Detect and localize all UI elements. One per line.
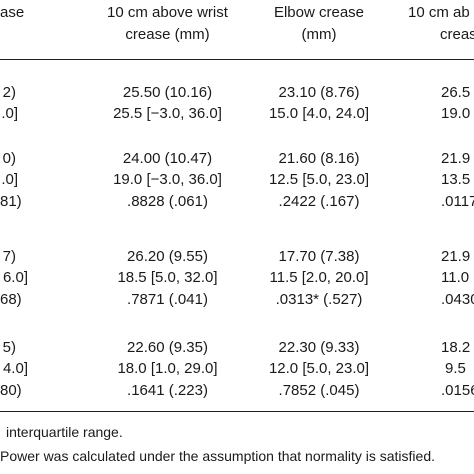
cell-col3: .7852 (.045) (278, 382, 360, 399)
header-col3-line1: Elbow crease (273, 4, 365, 21)
cell-col3: .0313* (.527) (275, 291, 363, 308)
cell-col3: 15.0 [4.0, 24.0] (268, 105, 370, 122)
cell-col4: 21.9 (441, 248, 471, 265)
cell-col3: .2422 (.167) (278, 193, 360, 210)
cell-col1: 2) (2, 84, 16, 101)
cell-col4: .0430 (441, 291, 474, 308)
cell-col2: .1641 (.223) (127, 382, 208, 399)
cell-col4: 26.5 (441, 84, 471, 101)
cell-col2: 22.60 (9.35) (127, 339, 208, 356)
header-col3-line2: (mm) (301, 26, 337, 43)
cell-col3: 21.60 (8.16) (278, 150, 360, 167)
cell-col2: 19.0 [−3.0, 36.0] (113, 171, 222, 188)
cell-col4: 19.0 (441, 105, 471, 122)
cell-col3: 17.70 (7.38) (278, 248, 360, 265)
cell-col3: 11.5 [2.0, 20.0] (269, 269, 369, 286)
cell-col4: 21.9 (441, 150, 471, 167)
cell-col1: 81) (0, 193, 22, 210)
cell-col2: 25.5 [−3.0, 36.0] (113, 105, 222, 122)
cell-col1: 4.0] (2, 360, 28, 377)
cell-col1: 6.0] (2, 269, 28, 286)
cell-col4: 13.5 (441, 171, 471, 188)
footnote-power: Power was calculated under the assumptio… (0, 448, 435, 464)
cell-col4: 18.2 (441, 339, 471, 356)
cell-col3: 22.30 (9.33) (278, 339, 360, 356)
cell-col2: 18.5 [5.0, 32.0] (117, 269, 218, 286)
cell-col1: 5) (2, 339, 16, 356)
cell-col2: .8828 (.061) (127, 193, 208, 210)
cell-col1: .0] (1, 105, 18, 122)
cell-col1: 68) (0, 291, 22, 308)
cell-col1: 80) (0, 382, 22, 399)
header-col2-line1: 10 cm above wrist (107, 4, 228, 21)
header-col4-line1: 10 cm ab (408, 4, 470, 21)
cell-col3: 12.5 [5.0, 23.0] (268, 171, 370, 188)
cell-col2: 26.20 (9.55) (127, 248, 208, 265)
cell-col1: 0) (2, 150, 16, 167)
bottom-rule (0, 411, 474, 412)
cell-col3: 23.10 (8.76) (278, 84, 360, 101)
header-rule (0, 59, 474, 60)
cell-col3: 12.0 [5.0, 23.0] (268, 360, 370, 377)
cell-col2: 18.0 [1.0, 29.0] (117, 360, 218, 377)
header-col1-partial: ase (0, 4, 25, 21)
footnote-iqr: interquartile range. (6, 424, 123, 440)
header-col2-line2: crease (mm) (125, 26, 210, 43)
cell-col1: 7) (2, 248, 16, 265)
cell-col4: 11.0 (441, 269, 470, 286)
cell-col4: 9.5 (445, 360, 466, 377)
cell-col1: .0] (1, 171, 18, 188)
cell-col2: 25.50 (10.16) (122, 84, 213, 101)
cell-col4: .0156 (441, 382, 474, 399)
cell-col4: .0117 (441, 193, 474, 210)
header-col4-line2: creas (440, 26, 474, 43)
cell-col2: .7871 (.041) (127, 291, 208, 308)
cell-col2: 24.00 (10.47) (122, 150, 213, 167)
